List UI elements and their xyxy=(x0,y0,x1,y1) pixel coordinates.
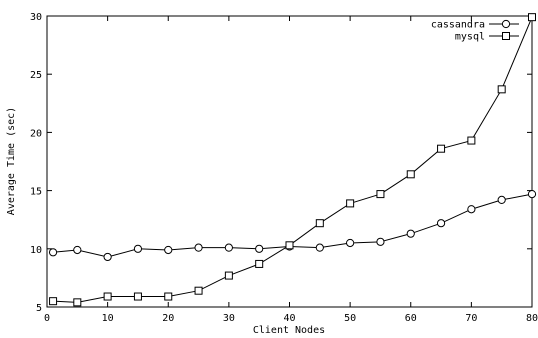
y-tick-label: 5 xyxy=(36,303,42,314)
cassandra-point xyxy=(346,238,355,248)
legend-marker-cassandra xyxy=(501,19,511,29)
x-tick-label: 60 xyxy=(405,313,417,324)
cassandra-point xyxy=(436,219,446,228)
cassandra-point xyxy=(164,245,173,255)
axis-ticks: 0 10 20 30 40 50 60 70 80 5 10 15 20 25 30 xyxy=(30,12,538,324)
y-tick-label: 15 xyxy=(30,187,42,198)
mysql-point xyxy=(437,144,446,153)
cassandra-point xyxy=(194,243,203,252)
x-tick-label: 20 xyxy=(162,313,174,324)
mysql-point xyxy=(467,136,476,145)
mysql-point xyxy=(528,13,536,22)
mysql-point xyxy=(315,219,324,228)
cassandra-point xyxy=(467,205,476,214)
x-tick-label: 50 xyxy=(344,313,356,324)
mysql-point xyxy=(49,297,58,306)
cassandra-point xyxy=(103,252,112,262)
x-tick-label: 40 xyxy=(283,313,295,324)
mysql-point xyxy=(133,292,142,301)
series-group xyxy=(48,13,537,307)
cassandra-point xyxy=(48,248,58,257)
x-axis-label: Client Nodes xyxy=(253,325,325,336)
y-tick-label: 20 xyxy=(30,128,42,139)
x-tick-label: 10 xyxy=(102,313,114,324)
mysql-point xyxy=(376,190,385,199)
mysql-point xyxy=(73,298,82,307)
legend-label-cassandra: cassandra xyxy=(431,20,485,31)
x-tick-label: 80 xyxy=(526,313,538,324)
legend-marker-mysql xyxy=(502,32,510,40)
cassandra-point xyxy=(224,243,233,252)
mysql-point xyxy=(346,199,355,208)
x-tick-label: 0 xyxy=(44,313,50,324)
legend-label-mysql: mysql xyxy=(455,32,485,43)
mysql-point xyxy=(406,170,415,179)
mysql-point xyxy=(194,286,203,295)
cassandra-point xyxy=(255,244,264,253)
plot-frame xyxy=(46,15,533,308)
mysql-line xyxy=(53,16,533,303)
x-tick-label: 30 xyxy=(223,313,235,324)
x-tick-label: 70 xyxy=(465,313,477,324)
mysql-point xyxy=(164,292,173,301)
cassandra-point xyxy=(315,243,324,252)
y-tick-label: 10 xyxy=(30,245,42,256)
cassandra-point xyxy=(376,237,385,246)
mysql-point xyxy=(224,271,233,280)
cassandra-point xyxy=(133,244,143,253)
mysql-point xyxy=(497,85,506,94)
cassandra-point xyxy=(73,245,82,255)
cassandra-point xyxy=(497,195,506,205)
cassandra-point xyxy=(527,189,537,199)
cassandra-point xyxy=(406,229,415,238)
y-axis-label: Average Time (sec) xyxy=(6,107,17,215)
y-tick-label: 30 xyxy=(30,12,42,23)
mysql-point xyxy=(103,292,112,301)
mysql-point xyxy=(285,241,294,250)
mysql-point xyxy=(255,259,264,268)
y-tick-label: 25 xyxy=(30,70,42,81)
